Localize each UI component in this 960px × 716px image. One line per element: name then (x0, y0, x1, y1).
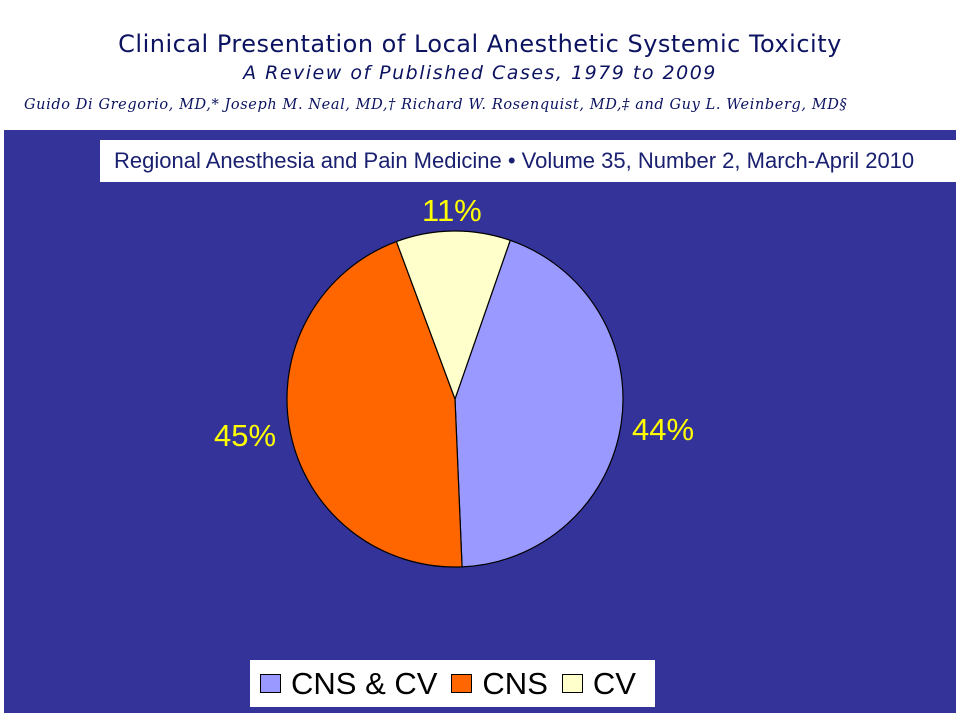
slice-cns-and-cv (454, 239, 624, 568)
legend-swatch-cns (451, 674, 473, 693)
label-cns-and-cv: 44% (632, 412, 694, 447)
legend-swatch-cns-and-cv (260, 674, 281, 693)
paper-header: Clinical Presentation of Local Anestheti… (0, 0, 960, 130)
paper-title: Clinical Presentation of Local Anestheti… (118, 30, 842, 58)
legend-label-cv: CV (592, 665, 636, 701)
paper-subtitle: A Review of Published Cases, 1979 to 200… (243, 62, 717, 84)
legend-item-cns-and-cv: CNS & CV (260, 666, 437, 702)
paper-authors: Guido Di Gregorio, MD,* Joseph M. Neal, … (24, 97, 848, 113)
journal-banner: Regional Anesthesia and Pain Medicine • … (100, 140, 956, 182)
slice-cns (286, 240, 463, 568)
label-cv: 11% (422, 193, 482, 228)
label-cns: 45% (214, 418, 276, 453)
legend-swatch-cv (561, 674, 583, 693)
slice-cv (395, 230, 511, 401)
legend-label-cns: CNS (482, 665, 548, 701)
legend-label-cns-and-cv: CNS & CV (291, 665, 438, 701)
legend-item-cns: CNS (451, 665, 548, 702)
legend-item-cv: CV (561, 665, 636, 702)
legend: CNS & CV CNS CV (250, 660, 655, 707)
